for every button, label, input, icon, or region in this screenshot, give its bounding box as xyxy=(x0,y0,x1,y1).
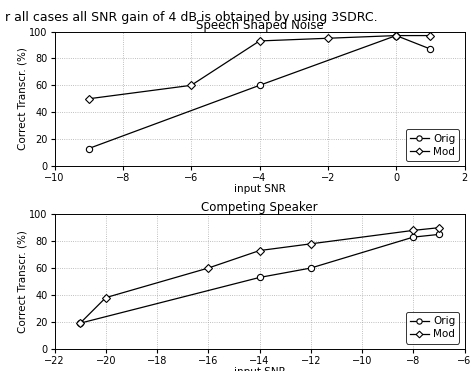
Orig xyxy=(77,321,83,325)
Title: Competing Speaker: Competing Speaker xyxy=(201,201,318,214)
Orig xyxy=(86,146,91,151)
Orig xyxy=(393,33,399,38)
Orig xyxy=(256,83,262,88)
Mod xyxy=(256,248,262,253)
Mod xyxy=(103,295,109,300)
Orig xyxy=(256,275,262,280)
Mod xyxy=(256,39,262,43)
Mod xyxy=(205,266,211,270)
X-axis label: input SNR: input SNR xyxy=(234,367,285,371)
Mod xyxy=(436,226,442,230)
Mod xyxy=(77,321,83,325)
Text: r all cases all SNR gain of 4 dB is obtained by using 3SDRC.: r all cases all SNR gain of 4 dB is obta… xyxy=(5,11,377,24)
Legend: Orig, Mod: Orig, Mod xyxy=(406,312,459,344)
Line: Mod: Mod xyxy=(86,33,433,102)
Y-axis label: Correct Transcr. (%): Correct Transcr. (%) xyxy=(18,230,28,333)
X-axis label: input SNR: input SNR xyxy=(234,184,285,194)
Orig xyxy=(410,235,416,239)
Mod xyxy=(393,33,399,38)
Mod xyxy=(428,33,433,38)
Line: Mod: Mod xyxy=(77,225,442,326)
Legend: Orig, Mod: Orig, Mod xyxy=(406,129,459,161)
Orig xyxy=(428,47,433,51)
Mod xyxy=(325,36,331,40)
Mod xyxy=(308,242,314,246)
Mod xyxy=(410,228,416,233)
Title: Speech Shaped Noise: Speech Shaped Noise xyxy=(196,19,323,32)
Orig xyxy=(436,232,442,237)
Orig xyxy=(308,266,314,270)
Line: Orig: Orig xyxy=(77,231,442,326)
Mod xyxy=(86,96,91,101)
Line: Orig: Orig xyxy=(85,32,434,152)
Y-axis label: Correct Transcr. (%): Correct Transcr. (%) xyxy=(18,47,28,150)
Mod xyxy=(188,83,194,88)
